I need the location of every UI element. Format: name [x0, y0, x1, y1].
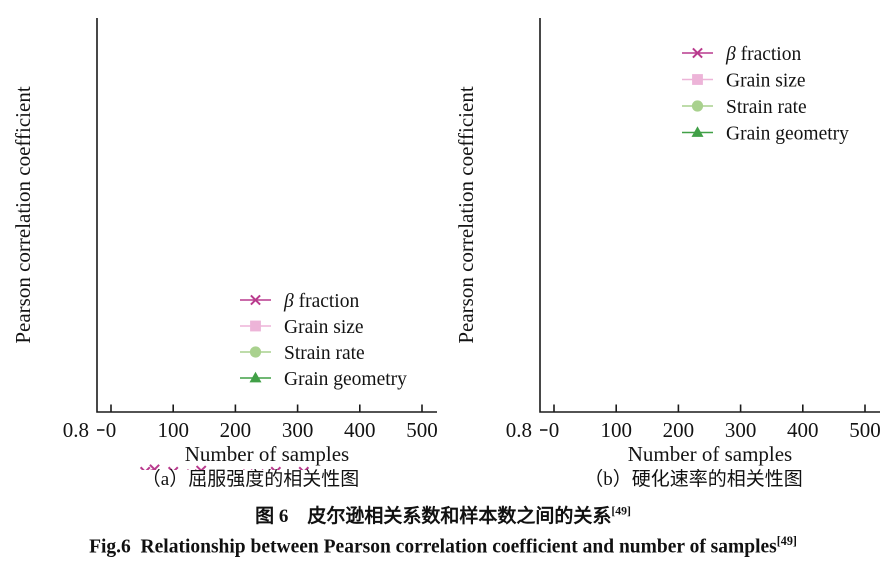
legend-marker-beta-fraction	[250, 294, 261, 306]
x-tick-label: 200	[220, 418, 252, 442]
caption-chinese-text: 图 6 皮尔逊相关系数和样本数之间的关系	[255, 506, 612, 527]
x-axis-title: Number of samples	[628, 442, 792, 466]
legend-marker-grain-geometry	[691, 126, 704, 137]
legend-label-beta-fraction: β fraction	[283, 291, 359, 312]
legend-item-grain-geometry: Grain geometry	[682, 124, 849, 145]
sub-caption-a: （a）屈服强度的相关性图	[141, 469, 360, 490]
caption-chinese: 图 6 皮尔逊相关系数和样本数之间的关系[49]	[0, 501, 886, 528]
x-tick-label: 400	[344, 418, 376, 442]
x-tick-label: 0	[549, 418, 560, 442]
x-tick-label: 0	[106, 418, 117, 442]
y-tick-label: 0.8	[506, 418, 532, 442]
legend-label-grain-geometry: Grain geometry	[726, 124, 849, 145]
chart-b-hardening-rate: 0.80.60.40.20−0.2−0.4−0.6−0.801002003004…	[454, 18, 881, 470]
x-tick-label: 500	[849, 418, 881, 442]
legend-label-strain-rate: Strain rate	[284, 343, 365, 364]
legend-label-grain-geometry: Grain geometry	[284, 369, 407, 390]
x-tick-label: 100	[157, 418, 189, 442]
y-tick-label: 0.8	[63, 418, 89, 442]
legend-marker-strain-rate	[691, 100, 704, 112]
y-tick-label: 0.6	[506, 467, 532, 470]
data-point-beta-fraction	[298, 466, 310, 470]
x-tick-label: 400	[787, 418, 819, 442]
legend-label-strain-rate: Strain rate	[726, 97, 807, 118]
x-tick-label: 500	[406, 418, 438, 442]
legend-label-grain-size: Grain size	[284, 317, 364, 338]
x-tick-label: 300	[282, 418, 314, 442]
data-point-beta-fraction	[270, 466, 282, 470]
legend-marker-grain-size	[692, 74, 703, 85]
series-markers-beta-fraction	[139, 464, 310, 470]
data-point-beta-fraction	[167, 466, 179, 470]
legend-label-grain-size: Grain size	[726, 71, 806, 92]
x-axis-title: Number of samples	[185, 442, 349, 466]
caption-chinese-reference: [49]	[611, 504, 631, 518]
legend-marker-grain-size	[250, 320, 261, 332]
x-tick-label: 300	[725, 418, 757, 442]
legend-item-grain-geometry: Grain geometry	[240, 369, 407, 390]
legend-item-beta-fraction: β fraction	[240, 291, 359, 312]
x-tick-label: 100	[600, 418, 632, 442]
axis-spines	[539, 18, 880, 413]
y-axis-title: Pearson correlation coefficient	[11, 86, 35, 343]
legend-marker-beta-fraction	[692, 47, 703, 59]
legend-item-strain-rate: Strain rate	[682, 97, 807, 118]
sub-caption-b: （b）硬化速率的相关性图	[584, 469, 803, 490]
legend-item-beta-fraction: β fraction	[682, 44, 801, 65]
legend-marker-grain-geometry	[249, 371, 262, 383]
data-point-beta-fraction	[149, 464, 160, 470]
legend-marker-strain-rate	[249, 346, 262, 358]
caption-english-reference: [49]	[776, 534, 797, 548]
legend-item-strain-rate: Strain rate	[240, 343, 365, 364]
legend-label-beta-fraction: β fraction	[725, 44, 801, 65]
legend-item-grain-size: Grain size	[682, 71, 806, 92]
caption-english: Fig.6 Relationship between Pearson corre…	[0, 534, 886, 559]
data-point-beta-fraction	[195, 465, 207, 470]
y-tick-label: 0.6	[63, 467, 89, 470]
axis-spines	[96, 18, 437, 413]
chart-a-yield-strength: 0.80.60.40.20−0.2−0.4−0.6−0.801002003004…	[11, 18, 438, 470]
legend-item-grain-size: Grain size	[240, 317, 364, 338]
y-axis-title: Pearson correlation coefficient	[454, 86, 478, 343]
data-point-beta-fraction	[139, 466, 151, 470]
caption-english-text: Fig.6 Relationship between Pearson corre…	[89, 536, 777, 558]
x-tick-label: 200	[663, 418, 695, 442]
